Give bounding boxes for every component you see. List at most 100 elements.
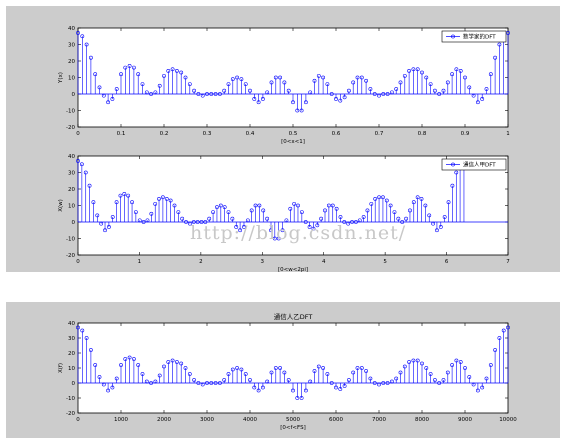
stem-marker	[248, 378, 252, 382]
x-tick-label: 1	[506, 131, 510, 137]
stem-marker	[89, 55, 93, 60]
stem-marker	[388, 203, 393, 208]
stem-marker	[83, 170, 88, 175]
stem-marker	[392, 210, 397, 215]
stem-marker	[230, 77, 235, 82]
legend-marker	[451, 34, 455, 39]
stem-marker	[141, 220, 146, 224]
stem-marker	[377, 195, 381, 200]
stem-marker	[437, 381, 442, 385]
stem-marker	[272, 236, 277, 241]
x-axis-label: [0<x<1]	[281, 139, 305, 145]
stem-marker	[329, 381, 334, 385]
x-tick-label: 10000	[499, 417, 517, 423]
stem-marker	[209, 92, 214, 96]
stem-marker	[213, 381, 218, 385]
stem-marker	[170, 358, 175, 363]
stem-marker	[497, 336, 502, 340]
stem-marker	[355, 366, 360, 370]
stem-marker	[398, 80, 403, 85]
stem-marker	[192, 378, 197, 382]
stem-marker	[389, 90, 394, 95]
stem-marker	[209, 381, 214, 385]
y-axis-label: X(f)	[58, 363, 64, 373]
stem-marker	[303, 220, 308, 224]
stem-marker	[446, 200, 451, 205]
stem-marker	[265, 379, 270, 384]
x-axis-label: [0<w<2pi]	[278, 267, 308, 273]
stem-marker	[153, 90, 158, 95]
stem-marker	[350, 220, 354, 224]
stem-marker	[312, 78, 317, 83]
stem-marker	[183, 366, 188, 370]
stem-marker	[432, 88, 437, 93]
stem-marker	[334, 97, 338, 101]
stem-marker	[153, 201, 158, 206]
stem-marker	[211, 210, 215, 215]
stem-marker	[488, 72, 493, 77]
stem-marker	[101, 93, 106, 98]
x-tick-label: 5	[383, 259, 387, 265]
stem-marker	[187, 372, 192, 376]
y-axis-label: X(w)	[58, 199, 64, 212]
stem-marker	[411, 67, 416, 72]
stem-marker	[315, 223, 320, 228]
stem-marker	[119, 363, 123, 367]
stem-marker	[334, 385, 338, 390]
stem-marker	[145, 218, 150, 223]
stem-marker	[230, 367, 235, 372]
stem-marker	[205, 381, 209, 385]
stem-marker	[342, 220, 347, 224]
x-tick-label: 7	[506, 259, 510, 265]
stem-marker	[342, 95, 347, 100]
stem-marker	[149, 211, 154, 216]
stem-marker	[361, 215, 366, 219]
y-tick-label: -10	[66, 396, 75, 402]
stem-marker	[166, 69, 171, 73]
stem-marker	[402, 364, 407, 369]
stem-marker	[342, 384, 347, 388]
stem-marker	[419, 196, 424, 201]
x-tick-label: 2000	[157, 417, 171, 423]
stem-marker	[164, 196, 169, 201]
x-tick-label: 0.2	[160, 131, 169, 137]
stem-marker	[200, 93, 205, 98]
stem-marker	[245, 218, 250, 223]
stem-marker	[243, 82, 248, 87]
stem-marker	[217, 381, 222, 385]
stem-marker	[265, 90, 270, 95]
stem-marker	[114, 87, 119, 91]
stem-marker	[239, 367, 244, 372]
stem-marker	[288, 206, 293, 211]
stem-marker	[106, 100, 111, 105]
stem-marker	[445, 80, 450, 85]
x-tick-label: 0.5	[289, 131, 298, 137]
stem-marker	[97, 375, 102, 379]
stem-marker	[122, 192, 127, 196]
stem-marker	[234, 225, 239, 229]
stem-marker	[199, 220, 204, 224]
chart-comm-a-dft: 0 1 2 3 4 5 6 7 -20 -10 0 10 20 30 40 [0<w<2pi] X(w) 通信人甲…	[58, 154, 510, 273]
stem-marker	[506, 31, 510, 35]
stem-marker	[389, 379, 394, 384]
stem-marker	[99, 221, 104, 226]
stem-marker	[303, 388, 308, 393]
stem-marker	[480, 97, 485, 101]
axes-box	[77, 322, 509, 414]
x-tick-label: 0.8	[418, 131, 427, 137]
stem-marker	[238, 228, 243, 233]
x-tick-label: 0.4	[246, 131, 255, 137]
stem-marker	[276, 236, 281, 241]
stem-marker	[110, 215, 115, 219]
legend-marker	[451, 162, 455, 167]
stem-marker	[226, 372, 231, 376]
stem-marker	[170, 67, 175, 72]
stem-marker	[127, 64, 132, 68]
stem-marker	[338, 387, 343, 391]
stem-marker	[454, 170, 459, 175]
stem-marker	[110, 97, 115, 101]
stem-marker	[415, 358, 420, 363]
stem-marker	[346, 378, 351, 382]
y-tick-label: -10	[66, 109, 75, 115]
stem-marker	[261, 208, 266, 213]
